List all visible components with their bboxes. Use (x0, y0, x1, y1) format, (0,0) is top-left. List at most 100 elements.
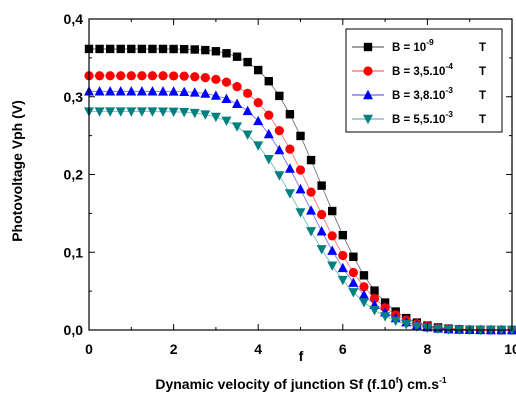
series-4-point (284, 189, 295, 199)
series-1-point (222, 49, 231, 58)
series-2-point (116, 71, 126, 81)
legend-label-prefix: B = 10 (392, 42, 426, 54)
x-axis-title: Dynamic velocity of junction Sf (f.10f) … (155, 375, 447, 392)
series-2-point (359, 282, 369, 292)
series-2-point (295, 165, 306, 175)
legend-label-4: B = 5,5.10-3 (392, 109, 453, 126)
series-4-point (390, 316, 401, 327)
series-4-point (210, 112, 221, 123)
series-2-point (105, 71, 115, 81)
x-axis-title-middle: ) cm.s (399, 376, 440, 392)
series-4-point (274, 171, 285, 181)
series-1-point (349, 252, 358, 261)
series-2-point (169, 71, 179, 81)
series-3-point (126, 86, 137, 96)
series-4-point (126, 107, 137, 117)
series-2-point (158, 71, 168, 81)
series-4-point (189, 108, 200, 119)
y-tick-label: 0,1 (64, 244, 84, 260)
series-4-point (147, 107, 158, 117)
legend-label-1: B = 10-9 (392, 37, 434, 54)
series-3-point (253, 115, 264, 126)
legend-label-sup: -3 (445, 85, 453, 95)
series-3-point (358, 289, 369, 300)
legend-marker-2 (363, 66, 373, 76)
series-4-point (136, 107, 147, 117)
series-1-point (105, 44, 115, 54)
series-4-point (358, 298, 369, 308)
series-4-point (221, 116, 232, 126)
legend-marker-4 (363, 114, 373, 125)
series-1-point (370, 286, 379, 295)
legend-label-unit: T (479, 42, 486, 54)
series-1-point (137, 44, 147, 54)
series-1-point (338, 230, 347, 240)
series-1-point (306, 155, 316, 165)
series-4-point (158, 107, 169, 117)
series-4-point (253, 141, 264, 151)
legend-label-prefix: B = 3,5.10 (392, 66, 445, 78)
series-3-point (179, 86, 190, 96)
series-3-point (158, 86, 169, 96)
series-1-point (148, 44, 157, 54)
series-4-point (168, 107, 179, 118)
series-2-point (253, 98, 263, 108)
y-tick-label: 0,3 (64, 89, 84, 105)
series-1-point (232, 52, 242, 61)
series-2-point (338, 250, 348, 261)
legend: B = 10-9 T B = 3,5.10-4 T B = 3,8.10-3 T B = 5… (345, 28, 503, 133)
series-4 (84, 107, 516, 336)
x-axis-title-prefix: Dynamic velocity of junction Sf (f.10 (155, 376, 396, 392)
series-2-point (264, 110, 274, 120)
series-3-point (274, 144, 285, 155)
legend-label-unit: T (479, 66, 486, 78)
series-3-point (232, 98, 243, 108)
series-4-point (232, 122, 243, 132)
series-3-point (189, 87, 200, 97)
legend-label-sup: -4 (445, 61, 453, 71)
series-2-point (327, 231, 337, 241)
series-3-point (263, 128, 274, 139)
series-1-point (296, 131, 305, 141)
series-1-point (243, 57, 252, 67)
series-3-point (115, 86, 126, 96)
series-4-point (380, 312, 391, 322)
series-2-point (211, 74, 221, 84)
series-2-point (317, 209, 327, 220)
legend-marker-3 (363, 89, 373, 100)
series-3-point (136, 86, 147, 96)
legend-label-sup: -3 (445, 109, 453, 119)
series-4-point (105, 107, 116, 117)
x-tick-label: 6 (339, 341, 347, 357)
series-2-point (137, 71, 147, 81)
series-4-point (306, 227, 317, 237)
series-4-point (94, 107, 105, 117)
series-4-line (89, 111, 512, 331)
series-1-point (275, 91, 284, 101)
series-4-point (369, 306, 380, 316)
series-2-point (243, 88, 253, 98)
series-3-point (316, 226, 327, 236)
legend-label-unit: T (479, 90, 486, 102)
series-3-point (306, 205, 317, 215)
x-tick-label: 4 (254, 341, 262, 357)
series-2-point (369, 293, 380, 304)
series-4-point (179, 108, 190, 118)
series-2-point (200, 73, 210, 83)
legend-label-prefix: B = 5,5.10 (392, 114, 445, 126)
series-3-point (327, 245, 338, 255)
series-2-point (126, 71, 136, 81)
series-2-point (147, 71, 158, 81)
y-tick-label: 0,4 (64, 11, 84, 27)
series-2-point (221, 77, 232, 87)
series-1-point (211, 47, 221, 56)
series-2-point (285, 144, 295, 154)
series-1-point (328, 206, 337, 216)
series-4-point (348, 288, 359, 298)
series-3-point (242, 105, 253, 116)
series-1-point (264, 77, 273, 86)
legend-marker-1 (363, 42, 373, 52)
series-4-point (337, 275, 348, 286)
series-3-point (295, 183, 306, 194)
